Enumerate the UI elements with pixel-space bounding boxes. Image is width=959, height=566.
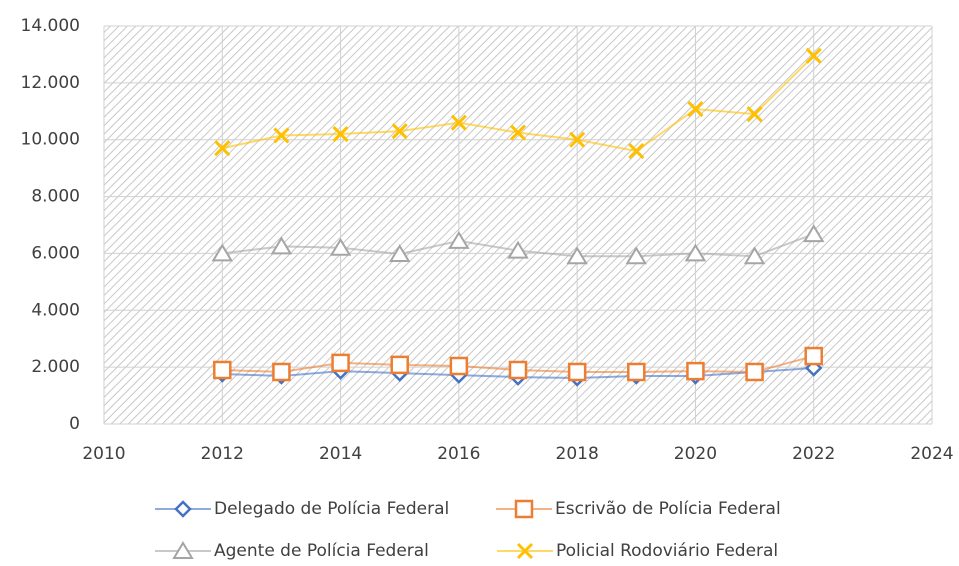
data-point	[802, 224, 825, 243]
legend-marker	[174, 500, 192, 518]
y-tick-label: 12.000	[21, 73, 80, 93]
legend-marker	[172, 541, 194, 559]
data-point	[686, 361, 705, 381]
x-tick-label: 2022	[792, 444, 835, 464]
x-tick-label: 2016	[437, 444, 480, 464]
legend-label: Escrivão de Polícia Federal	[555, 499, 781, 519]
data-point	[569, 131, 586, 148]
data-point	[508, 360, 528, 380]
data-point	[211, 243, 234, 262]
data-point	[391, 123, 408, 140]
legend-marker	[514, 499, 534, 519]
data-point	[270, 236, 293, 255]
x-tick-label: 2012	[201, 444, 244, 464]
y-tick-label: 14.000	[21, 16, 80, 36]
data-point	[509, 124, 527, 141]
data-point	[331, 353, 350, 373]
data-point	[684, 243, 707, 262]
x-tick-label: 2018	[556, 444, 599, 464]
data-point	[687, 100, 704, 118]
data-point	[628, 143, 645, 160]
legend-marker	[516, 542, 534, 560]
data-point	[804, 346, 823, 366]
y-tick-label: 2.000	[31, 357, 80, 377]
data-point	[449, 356, 469, 376]
data-point	[627, 362, 646, 382]
data-point	[567, 362, 587, 382]
data-point	[273, 127, 290, 144]
x-tick-label: 2010	[82, 444, 125, 464]
data-point	[272, 362, 291, 382]
data-point	[388, 244, 411, 262]
data-point	[332, 125, 349, 143]
y-tick-label: 0	[69, 414, 80, 434]
legend-label: Delegado de Polícia Federal	[214, 499, 449, 519]
legend-label: Policial Rodoviário Federal	[556, 541, 778, 561]
data-point	[448, 230, 470, 249]
legend-label: Agente de Polícia Federal	[214, 541, 429, 561]
data-point	[213, 360, 232, 380]
data-point	[745, 362, 764, 382]
y-tick-label: 10.000	[21, 130, 80, 150]
data-point	[625, 246, 648, 265]
data-point	[214, 140, 231, 157]
x-tick-label: 2014	[319, 444, 362, 464]
y-tick-label: 4.000	[31, 300, 80, 320]
plot-area	[104, 26, 932, 424]
data-point	[507, 240, 529, 259]
data-point	[566, 246, 588, 265]
data-point	[390, 355, 409, 375]
y-tick-label: 8.000	[31, 187, 80, 207]
data-point	[329, 237, 352, 256]
x-tick-label: 2020	[674, 444, 717, 464]
x-tick-label: 2024	[910, 444, 953, 464]
y-tick-label: 6.000	[31, 243, 80, 263]
data-point	[805, 47, 822, 64]
data-point	[743, 246, 766, 265]
data-point	[450, 114, 467, 131]
data-point	[746, 106, 763, 123]
